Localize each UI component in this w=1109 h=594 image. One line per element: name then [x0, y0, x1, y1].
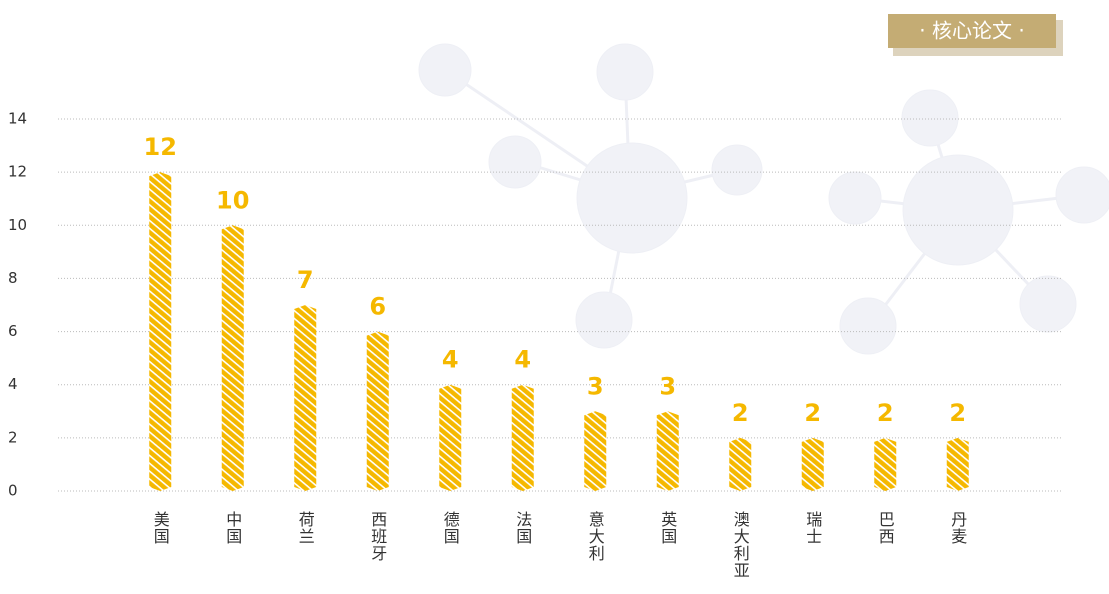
y-tick-label: 6	[8, 322, 18, 340]
bar	[729, 437, 752, 491]
x-tick-label: 丹麦	[948, 511, 967, 545]
value-label: 2	[877, 399, 894, 427]
value-label: 2	[804, 399, 821, 427]
bar	[874, 437, 897, 491]
bar	[511, 384, 534, 491]
value-label: 6	[369, 293, 386, 321]
x-tick-label: 美国	[151, 511, 170, 545]
x-tick-label: 英国	[658, 511, 677, 545]
bar	[801, 437, 824, 491]
y-tick-label: 0	[8, 482, 18, 500]
background-molecules	[418, 43, 1109, 355]
y-tick-label: 14	[8, 110, 27, 128]
badge: · 核心论文 ·	[888, 14, 1063, 56]
y-tick-label: 8	[8, 269, 18, 287]
y-tick-label: 4	[8, 375, 18, 393]
x-tick-label: 意大利	[586, 510, 605, 562]
bar	[294, 305, 317, 491]
x-tick-label: 德国	[441, 511, 460, 545]
x-tick-label: 中国	[223, 511, 242, 545]
x-tick-label: 荷兰	[296, 511, 315, 545]
y-tick-label: 12	[8, 163, 27, 181]
value-label: 3	[587, 372, 604, 400]
value-label: 2	[732, 399, 749, 427]
x-tick-label: 西班牙	[368, 511, 387, 562]
bar	[946, 437, 969, 491]
bar	[656, 411, 679, 491]
value-label: 12	[144, 133, 177, 161]
value-label: 10	[216, 186, 249, 214]
x-tick-label: 澳大利亚	[731, 511, 750, 579]
bar	[366, 331, 389, 491]
x-tick-label: 法国	[513, 511, 532, 545]
value-label: 3	[659, 372, 676, 400]
bar	[149, 172, 172, 491]
bar	[439, 384, 462, 491]
value-label: 4	[514, 346, 531, 374]
value-label: 7	[297, 266, 314, 294]
bar	[584, 411, 607, 491]
value-label: 4	[442, 346, 459, 374]
y-tick-label: 2	[8, 428, 18, 446]
y-tick-label: 10	[8, 216, 27, 234]
badge-text: · 核心论文 ·	[919, 19, 1024, 43]
bar	[221, 225, 244, 492]
x-tick-label: 巴西	[876, 511, 895, 545]
value-label: 2	[949, 399, 966, 427]
x-tick-label: 瑞士	[803, 511, 822, 545]
